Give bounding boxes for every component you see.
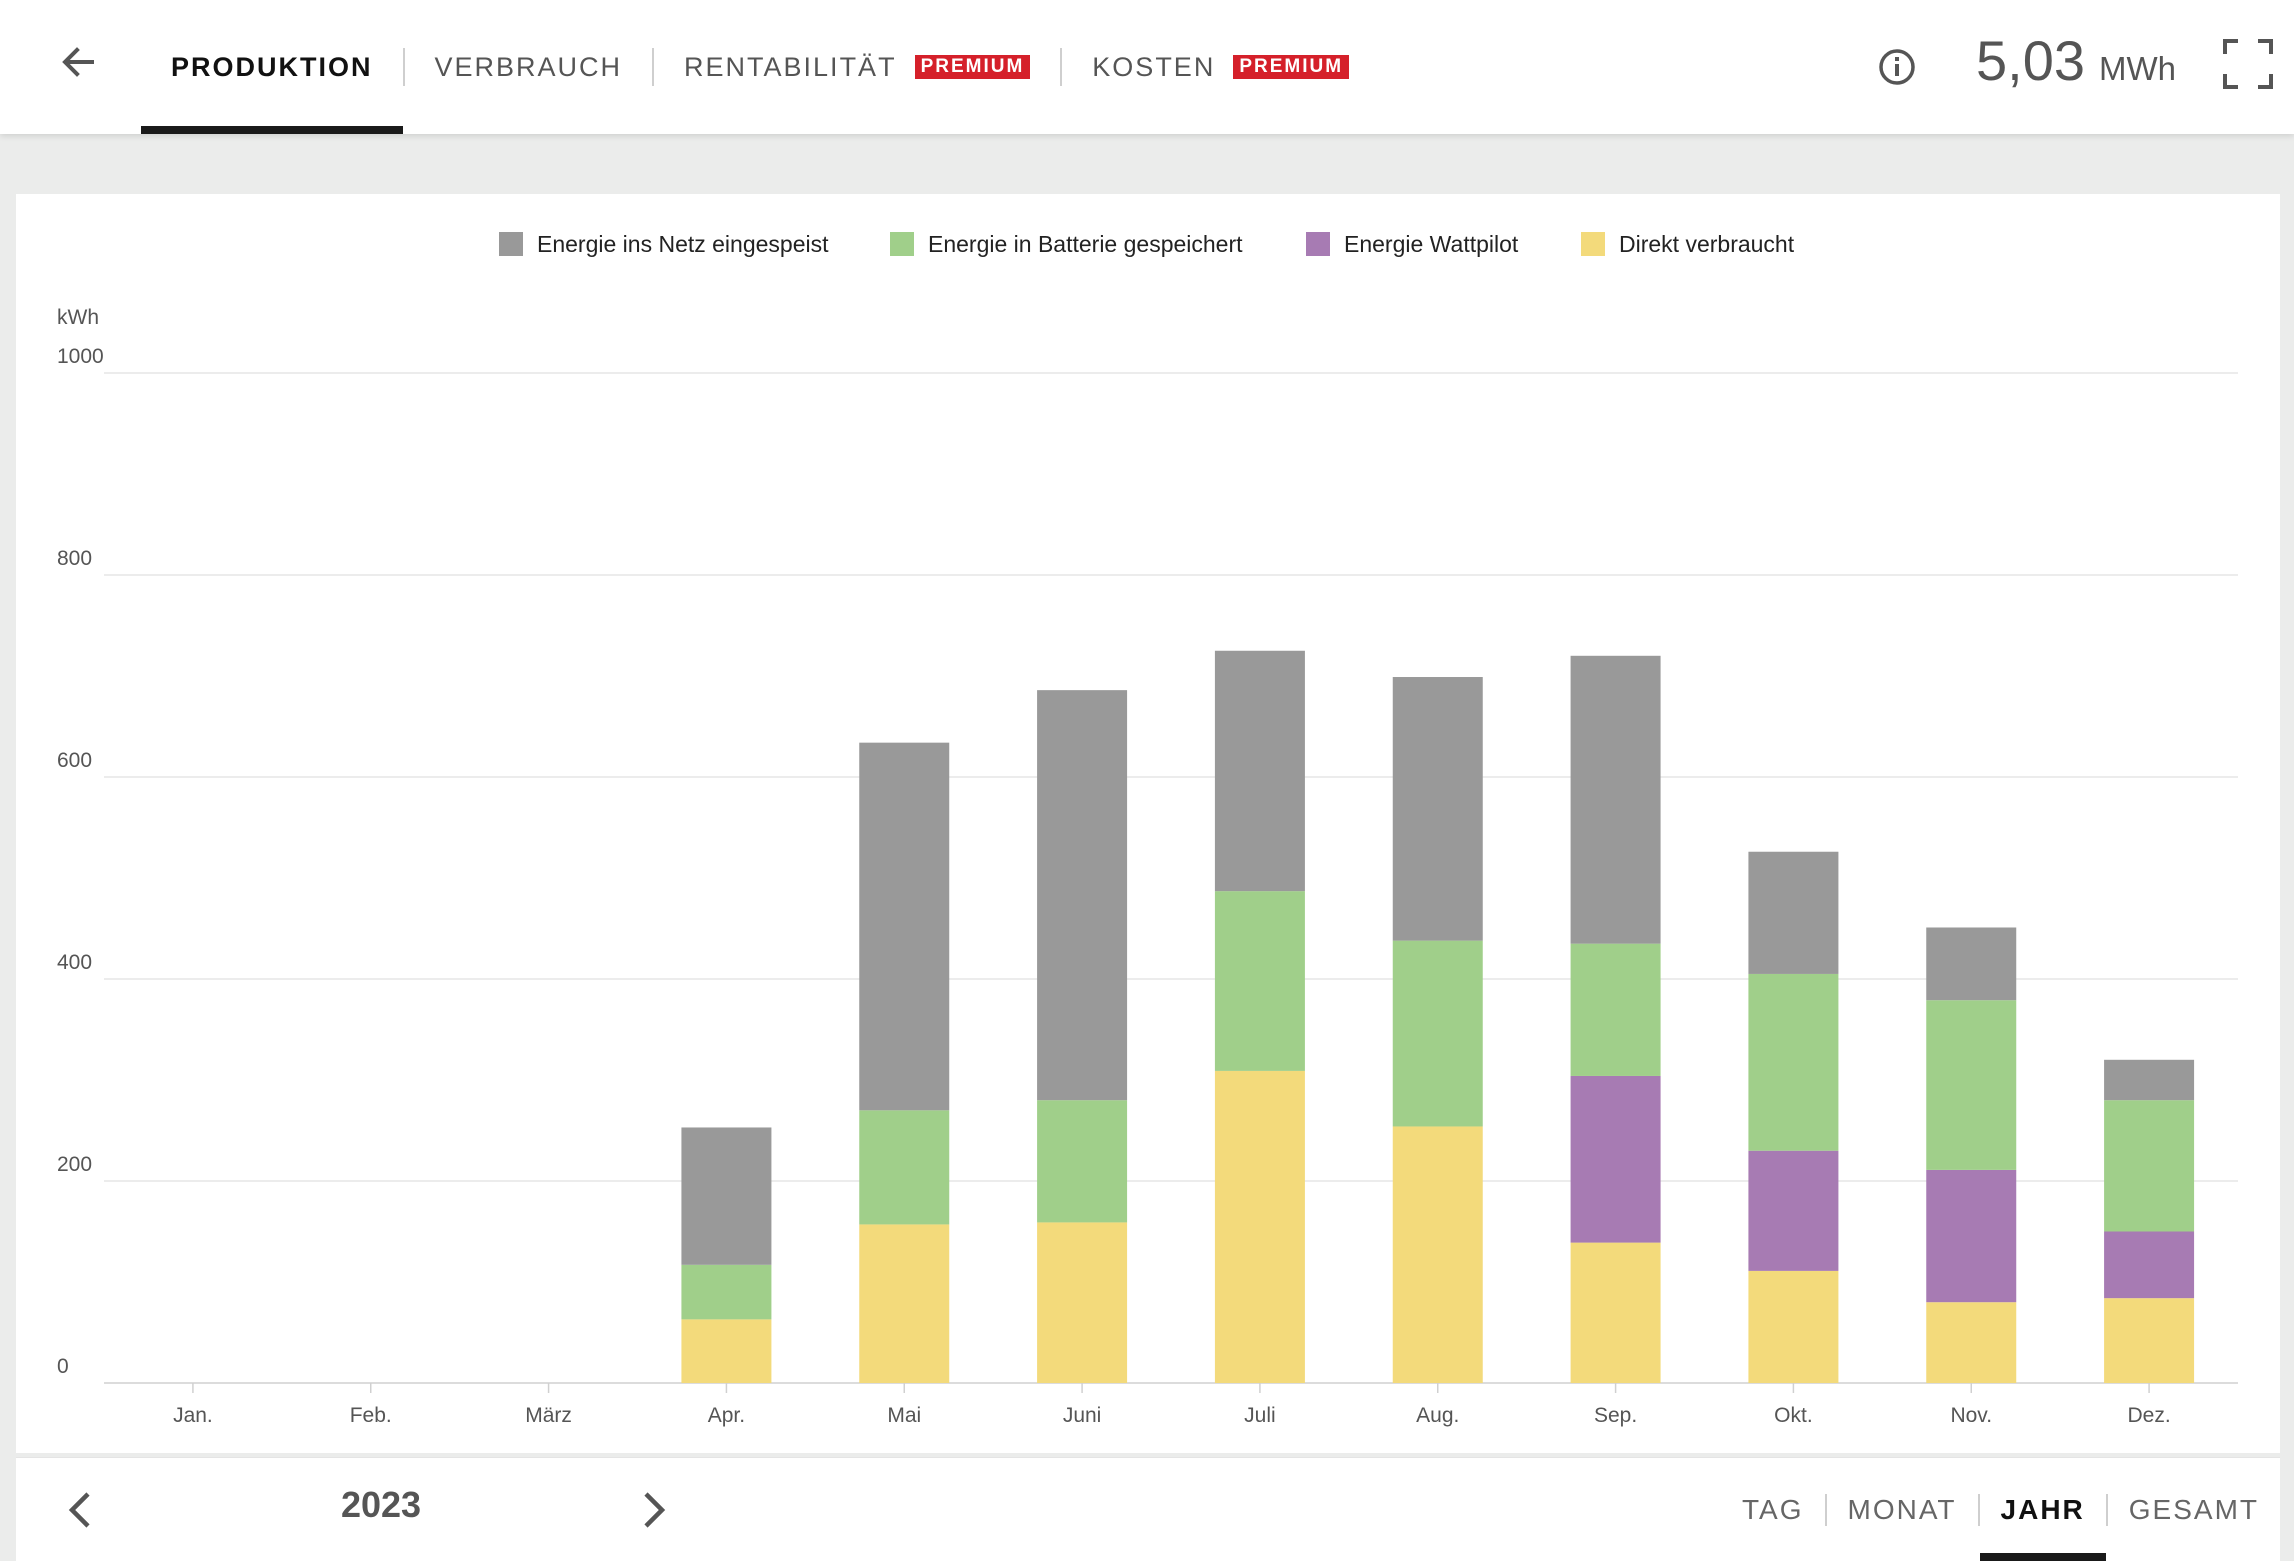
period-label: TAG xyxy=(1742,1493,1804,1525)
bar-segment xyxy=(681,1127,772,1265)
period-jahr[interactable]: JAHR xyxy=(1979,1458,2107,1561)
bar-segment xyxy=(1926,927,2017,1001)
tab-rentabilitaet[interactable]: RENTABILITÄT PREMIUM xyxy=(654,0,1060,134)
bar-segment xyxy=(681,1319,772,1383)
legend-label: Energie in Batterie gespeichert xyxy=(928,231,1243,257)
bar-segment xyxy=(1037,1100,1128,1223)
legend-label: Energie ins Netz eingespeist xyxy=(537,231,829,257)
chevron-right-icon[interactable] xyxy=(634,1488,674,1532)
y-tick-label: 600 xyxy=(57,749,92,772)
bar-segment xyxy=(1570,655,1661,944)
bar-segment xyxy=(1392,1126,1483,1383)
x-tick-label: Mai xyxy=(887,1404,921,1427)
bar-segment xyxy=(1570,1242,1661,1383)
bar-segment xyxy=(1037,1222,1128,1383)
chart-card: 0 200 400 600 800 1000 kWh Jan. Feb. März Apr. Mai J… xyxy=(16,194,2280,1453)
production-bar-chart: 0 200 400 600 800 1000 kWh Jan. Feb. März Apr. Mai J… xyxy=(57,231,2238,1427)
bar-segment xyxy=(1037,690,1128,1101)
bar-segment xyxy=(1570,1075,1661,1243)
bar-segment xyxy=(2104,1298,2195,1383)
bar-segment xyxy=(859,742,950,1111)
top-bar: PRODUKTION VERBRAUCH RENTABILITÄT PREMIU… xyxy=(0,0,2294,134)
legend-swatch xyxy=(1306,232,1330,256)
bar-segment xyxy=(1748,973,1839,1151)
x-tick-label: März xyxy=(525,1404,572,1427)
x-tick-label: Juli xyxy=(1244,1404,1276,1427)
bar-segment xyxy=(2104,1100,2195,1232)
bar-segment xyxy=(1748,1150,1839,1271)
bar-segment xyxy=(2104,1231,2195,1299)
bar-segment xyxy=(1926,1000,2017,1170)
bar-segment xyxy=(1214,891,1305,1071)
bar-segment xyxy=(1748,851,1839,974)
tab-label: VERBRAUCH xyxy=(434,51,623,82)
legend-label: Direkt verbraucht xyxy=(1619,231,1795,257)
selected-year: 2023 xyxy=(340,1484,422,1525)
period-label: GESAMT xyxy=(2128,1493,2259,1525)
y-tick-label: 800 xyxy=(57,547,92,570)
tab-divider xyxy=(1060,48,1063,86)
total-unit: MWh xyxy=(2099,50,2176,87)
y-tick-label: 1000 xyxy=(57,345,104,368)
tab-verbrauch[interactable]: VERBRAUCH xyxy=(405,0,653,134)
chevron-left-icon[interactable] xyxy=(60,1488,100,1532)
tab-divider xyxy=(402,48,405,86)
period-divider xyxy=(2105,1493,2108,1526)
bar-segment xyxy=(1214,650,1305,892)
tab-label: PRODUKTION xyxy=(171,51,373,82)
total-value: 5,03 xyxy=(1976,29,2085,92)
y-tick-label: 400 xyxy=(57,951,92,974)
x-tick-label: Apr. xyxy=(708,1404,745,1427)
period-divider xyxy=(1977,1493,1980,1526)
bar-segment xyxy=(2104,1059,2195,1101)
total-production: 5,03 MWh xyxy=(1976,28,2176,93)
y-tick-label: 0 xyxy=(57,1355,69,1378)
bar-segment xyxy=(1392,677,1483,941)
y-tick-label: 200 xyxy=(57,1153,92,1176)
x-tick-label: Dez. xyxy=(2127,1404,2170,1427)
bar-segment xyxy=(859,1110,950,1225)
bar-segment xyxy=(1570,943,1661,1076)
legend-swatch xyxy=(1581,232,1605,256)
legend-swatch xyxy=(890,232,914,256)
tab-produktion[interactable]: PRODUKTION xyxy=(141,0,403,134)
period-label: MONAT xyxy=(1847,1493,1957,1525)
tab-kosten[interactable]: KOSTEN PREMIUM xyxy=(1062,0,1379,134)
bar-segment xyxy=(1926,1302,2017,1383)
x-tick-label: Feb. xyxy=(350,1404,392,1427)
x-tick-label: Aug. xyxy=(1416,1404,1459,1427)
legend-label: Energie Wattpilot xyxy=(1344,231,1519,257)
period-gesamt[interactable]: GESAMT xyxy=(2108,1458,2280,1561)
premium-badge: PREMIUM xyxy=(1233,55,1350,79)
x-tick-label: Okt. xyxy=(1774,1404,1813,1427)
premium-badge: PREMIUM xyxy=(914,55,1031,79)
bar-segment xyxy=(1392,940,1483,1127)
bar-segment xyxy=(681,1264,772,1320)
tab-bar: PRODUKTION VERBRAUCH RENTABILITÄT PREMIU… xyxy=(141,0,1379,134)
tab-label: KOSTEN xyxy=(1092,51,1216,82)
y-axis-label: kWh xyxy=(57,306,99,329)
tab-divider xyxy=(652,48,655,86)
bar-segment xyxy=(1748,1270,1839,1383)
bar-segment xyxy=(859,1224,950,1383)
period-tag[interactable]: TAG xyxy=(1721,1458,1824,1561)
fullscreen-icon[interactable] xyxy=(2222,38,2274,90)
legend-swatch xyxy=(499,232,523,256)
x-tick-label: Sep. xyxy=(1594,1404,1637,1427)
x-tick-label: Nov. xyxy=(1950,1404,1992,1427)
info-icon[interactable] xyxy=(1876,46,1918,88)
arrow-left-icon[interactable] xyxy=(56,40,100,84)
bar-segment xyxy=(1926,1169,2017,1303)
tab-label: RENTABILITÄT xyxy=(684,51,897,82)
bar-segment xyxy=(1214,1070,1305,1383)
period-divider xyxy=(1824,1493,1827,1526)
x-tick-label: Juni xyxy=(1063,1404,1102,1427)
x-tick-label: Jan. xyxy=(173,1404,213,1427)
period-selector: TAG MONAT JAHR GESAMT xyxy=(1721,1458,2280,1561)
bottom-bar: 2023 TAG MONAT JAHR GESAMT xyxy=(16,1457,2280,1561)
period-monat[interactable]: MONAT xyxy=(1827,1458,1978,1561)
period-label: JAHR xyxy=(2000,1493,2085,1525)
